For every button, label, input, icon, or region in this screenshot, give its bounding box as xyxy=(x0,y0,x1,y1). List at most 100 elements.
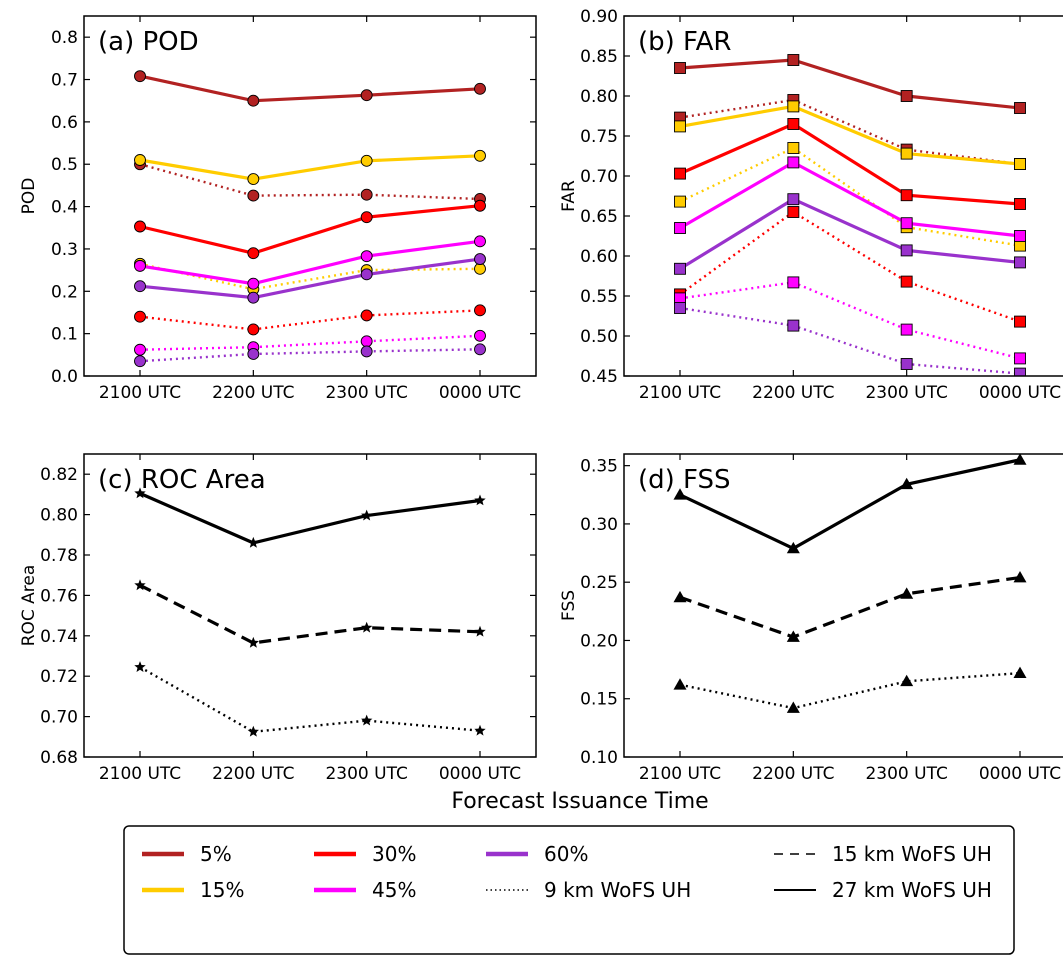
data-point xyxy=(134,220,146,233)
legend-item-45: 45% xyxy=(314,878,416,902)
y-tick-label: 0.85 xyxy=(580,47,618,67)
series-line-9-km-dotted xyxy=(679,671,1021,710)
y-tick-label: 0.7 xyxy=(51,71,78,91)
data-point xyxy=(361,714,373,726)
y-tick-label: 0.68 xyxy=(40,748,78,768)
data-point xyxy=(674,222,686,234)
data-point xyxy=(247,173,260,186)
legend-item-30: 30% xyxy=(314,842,416,866)
series-line-60-27-km-solid xyxy=(679,197,1021,271)
series-line-45-9-km-dotted xyxy=(139,334,481,351)
data-point xyxy=(1014,198,1026,210)
y-axis-label: FSS xyxy=(559,590,579,621)
data-point xyxy=(360,345,373,358)
legend: 5% 15% 30% 45% 60% 9 km WoFS UH 15 km WoFS UH 2… xyxy=(123,825,1015,955)
x-tick-label: 2300 UTC xyxy=(325,764,407,784)
series-line-15-km-dashed xyxy=(679,575,1021,639)
data-point xyxy=(1014,367,1026,376)
data-point xyxy=(787,118,800,130)
x-tick-label: 2100 UTC xyxy=(639,383,721,403)
x-tick-label: 0000 UTC xyxy=(439,383,521,403)
data-point xyxy=(474,494,486,506)
data-point xyxy=(134,280,146,293)
x-tick-label: 2300 UTC xyxy=(865,764,947,784)
series-line-5-9-km-dotted xyxy=(679,98,1021,166)
x-tick-label: 0000 UTC xyxy=(979,383,1061,403)
data-point xyxy=(787,100,800,113)
data-point xyxy=(674,195,686,208)
x-tick-label: 2200 UTC xyxy=(212,764,294,784)
data-point xyxy=(1014,256,1026,269)
y-tick-label: 0.74 xyxy=(40,627,78,647)
data-point xyxy=(360,188,373,201)
y-tick-label: 0.0 xyxy=(51,367,78,387)
data-point xyxy=(1014,315,1026,328)
data-point xyxy=(900,244,913,257)
data-point xyxy=(360,154,373,167)
data-point xyxy=(474,343,486,356)
x-tick-label: 0000 UTC xyxy=(979,764,1061,784)
y-tick-label: 0.76 xyxy=(40,586,78,606)
data-point xyxy=(900,147,913,160)
series-line-45-27-km-solid xyxy=(679,160,1021,238)
data-point xyxy=(1014,102,1026,114)
data-point xyxy=(900,217,913,230)
legend-box xyxy=(123,825,1015,955)
data-point xyxy=(787,54,800,66)
y-tick-label: 0.70 xyxy=(40,708,78,728)
data-point xyxy=(474,235,486,248)
data-point xyxy=(134,154,146,166)
series-line-60-9-km-dotted xyxy=(139,348,481,363)
series-line-27-km-solid xyxy=(139,491,481,545)
data-point xyxy=(247,94,260,107)
legend-item-60: 60% xyxy=(486,842,588,866)
data-point xyxy=(674,262,686,275)
data-point xyxy=(674,120,686,133)
data-point xyxy=(673,678,687,690)
series-line-5-27-km-solid xyxy=(679,58,1021,110)
plot-frame xyxy=(623,15,1063,377)
legend-item-15: 15% xyxy=(142,878,244,902)
data-point xyxy=(134,343,146,356)
series-line-45-27-km-solid xyxy=(139,239,481,286)
y-tick-label: 0.55 xyxy=(580,287,618,307)
x-tick-label: 2100 UTC xyxy=(99,383,181,403)
y-tick-label: 0.30 xyxy=(580,515,618,535)
data-point xyxy=(900,323,913,336)
data-point xyxy=(673,488,687,500)
y-axis-label: POD xyxy=(19,178,39,215)
data-point xyxy=(134,259,146,272)
panel-title: (b) FAR xyxy=(638,27,731,57)
series-line-27-km-solid xyxy=(679,458,1021,551)
data-point xyxy=(674,302,686,314)
panel-a-pod: 0.0 0.1 0.2 0.3 0.4 0.5 0.6 0.7 0.8 2100 UTC 2200 … xyxy=(19,15,537,403)
data-point xyxy=(1014,230,1026,242)
data-point xyxy=(474,329,486,342)
data-point xyxy=(360,89,373,102)
y-tick-label: 0.80 xyxy=(580,87,618,107)
data-point xyxy=(786,701,800,713)
legend-item-27-km-wofs-uh: 27 km WoFS UH xyxy=(774,878,992,902)
data-point xyxy=(474,304,486,317)
y-tick-label: 0.3 xyxy=(51,240,78,260)
y-tick-label: 0.15 xyxy=(580,690,618,710)
legend-label: 27 km WoFS UH xyxy=(832,878,992,902)
data-point xyxy=(134,355,146,368)
series-line-45-9-km-dotted xyxy=(679,281,1021,360)
data-point xyxy=(474,724,486,736)
data-point xyxy=(1013,454,1027,465)
y-tick-label: 0.60 xyxy=(580,247,618,267)
data-point xyxy=(900,275,913,288)
panels: 0.0 0.1 0.2 0.3 0.4 0.5 0.6 0.7 0.8 2100 UTC 2200 … xyxy=(19,7,1063,784)
legend-item-15-km-wofs-uh: 15 km WoFS UH xyxy=(774,842,992,866)
data-point xyxy=(134,70,146,83)
y-tick-label: 0.35 xyxy=(580,457,618,477)
y-tick-label: 0.10 xyxy=(580,748,618,768)
data-point xyxy=(474,253,486,266)
y-tick-label: 0.4 xyxy=(51,198,78,218)
series-group xyxy=(674,54,1026,376)
series-line-5-9-km-dotted xyxy=(139,163,481,201)
data-point xyxy=(787,156,800,169)
legend-label: 15 km WoFS UH xyxy=(832,842,992,866)
